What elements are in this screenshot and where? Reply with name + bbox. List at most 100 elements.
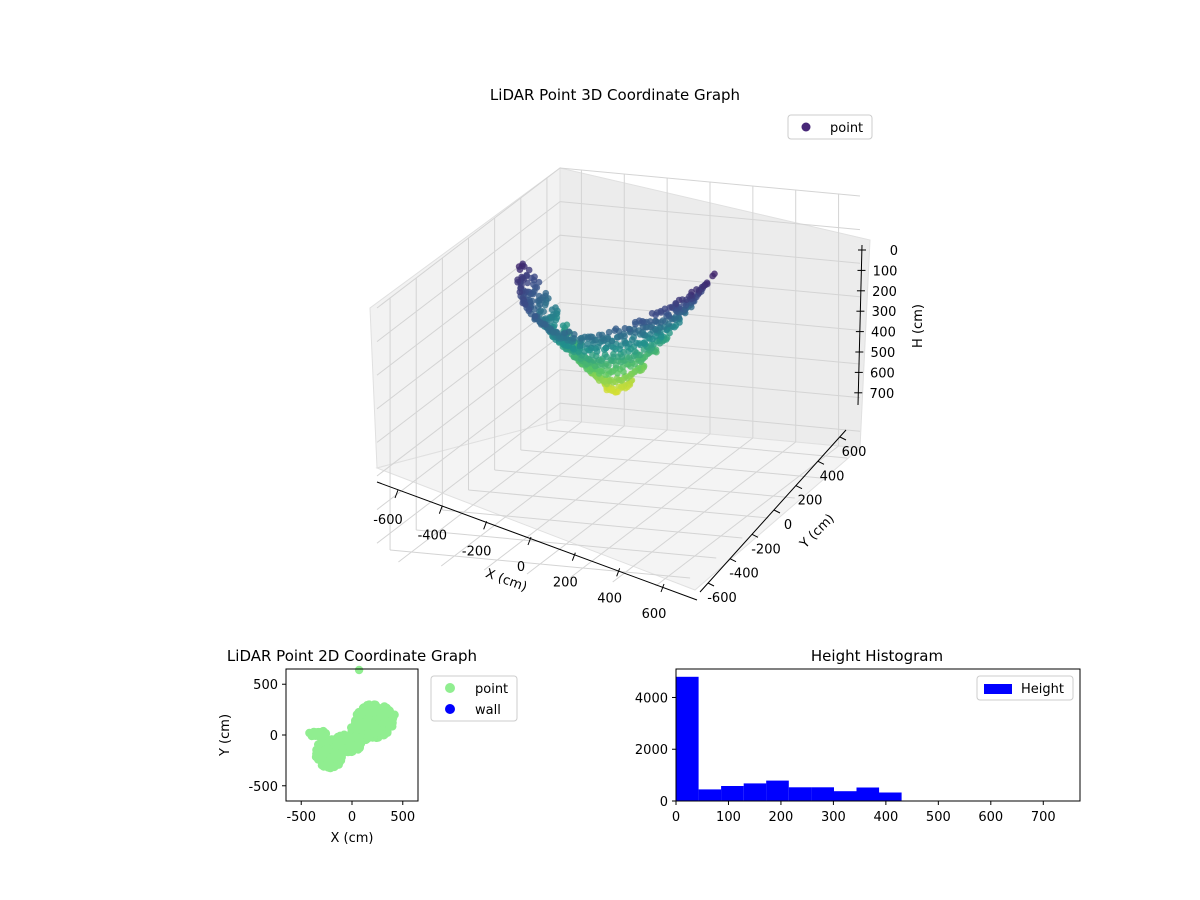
y-tick-label-3d-5: 400 [820,469,845,484]
x-tick-label-3d-5: 400 [597,591,622,606]
point-2d-419 [346,745,355,755]
legend-hist-swatch [984,684,1012,694]
y-tick-label-2d-1: 0 [270,729,278,744]
x-tick-label-2d-1: 0 [348,810,356,825]
x-ticks-3d: -600 -400 -200 0 200 400 600 [373,489,666,622]
x-tick-label-3d-1: -400 [418,529,448,544]
point-3d-659 [571,331,578,338]
point-2d-619 [318,732,327,741]
point-2d-212 [379,707,389,716]
y-tick-mark-3d-6 [839,436,847,441]
y-tick-label-hist-0: 0 [660,795,668,810]
grid-y-floor-6 [546,429,847,459]
grid-z-3 [376,268,861,410]
point-3d-624 [584,340,591,348]
x-tick-label-hist-6: 600 [978,810,1003,825]
point-2d-569 [322,761,332,770]
point-3d-655 [578,334,585,342]
histogram-bar-7 [833,791,857,801]
point-2d-424 [345,738,354,747]
x-tick-label-3d-4: 200 [553,576,578,591]
point-2d-576 [323,744,332,753]
histogram-bar-9 [879,792,902,801]
y-axis-3d [699,429,847,593]
y-tick-label-hist-2: 4000 [635,691,668,706]
x-tick-label-hist-5: 500 [926,810,951,825]
point-3d-646 [550,328,557,336]
z-tick-label-3d-1: 100 [873,264,898,279]
x-tick-label-hist-2: 200 [769,810,794,825]
z-tick-label-3d-4: 400 [871,326,896,341]
x-axis-3d [376,481,698,601]
histogram-bar-8 [856,787,880,801]
legend-3d-label-point: point [830,121,863,136]
z-tick-label-3d-2: 200 [872,285,897,300]
point-3d-656 [587,333,595,341]
z-axis-label-3d: H (cm) [911,304,926,348]
y-axis-label-3d: Y (cm) [797,511,838,552]
x-tick-label-hist-1: 100 [716,810,741,825]
point-2d-316 [373,725,383,735]
point-3d-5 [709,272,716,280]
grid-y-floor-0 [390,549,691,579]
x-tick-label-2d-2: 500 [390,810,415,825]
point-3d-615 [531,312,539,320]
x-tick-mark-3d-2 [483,521,488,530]
x-ticks-hist: 0 100 200 300 400 500 600 700 [672,801,1056,825]
point-3d-596 [632,320,639,328]
point-3d-255 [548,317,555,324]
grid-z-4 [376,301,861,443]
grid-3d [376,167,861,587]
legend-hist: Height [976,675,1074,701]
x-tick-label-hist-4: 400 [873,810,898,825]
point-2d-621 [390,710,399,719]
plot-frame-hist [675,668,1081,802]
point-3d-138 [609,387,616,395]
legend-hist-label: Height [1021,682,1064,697]
point-3d-569 [581,348,588,355]
y-tick-label-hist-1: 2000 [635,743,668,758]
point-2d-579 [319,750,328,759]
histogram-bar-5 [788,787,812,801]
grid-y-floor-1 [416,529,717,559]
grid-z-1 [376,201,861,342]
z-tick-label-3d-3: 300 [872,305,897,320]
grid-z-2 [376,234,861,376]
y-tick-mark-3d-5 [817,460,825,465]
legend-2d-marker-wall [445,704,455,714]
x-axis-label-2d: X (cm) [331,831,374,846]
point-3d-660 [565,328,573,336]
y-tick-label-3d-4: 200 [798,494,823,509]
y-ticks-3d: -600 -400 -2000 200 400 600 [707,436,866,606]
histogram-bar-2 [721,786,744,801]
point-3d-571 [522,301,529,308]
point-3d-253 [601,378,608,385]
grid-z-6 [376,369,861,510]
point-3d-541 [648,310,656,317]
point-2d-216 [379,718,389,727]
histogram-bar-4 [766,780,789,801]
grid-y-floor-3 [468,489,769,519]
point-2d-620 [354,665,364,675]
point-2d-228 [360,703,370,713]
histogram-bar-1 [698,789,722,801]
legend-3d-marker [801,122,811,132]
point-3d-651 [595,331,603,339]
pane-back [559,167,871,449]
y-tick-mark-3d-2 [751,533,759,538]
point-3d-542 [621,337,628,345]
point-3d-488 [598,357,605,364]
z-tick-label-3d-7: 700 [869,387,894,402]
point-3d-175 [516,266,524,274]
z-ticks-3d: 0 100 200 300 400 500 600 700 [854,244,898,402]
x-tick-mark-3d-0 [394,489,399,499]
y-tick-label-3d-1: -400 [729,567,759,582]
x-tick-mark-3d-6 [660,583,665,593]
y-tick-mark-3d-3 [773,509,781,514]
grid-z-0 [376,167,861,309]
point-3d-169 [541,301,549,309]
pane-left [369,167,561,469]
point-2d-427 [354,738,363,748]
legend-3d: point [787,114,873,140]
